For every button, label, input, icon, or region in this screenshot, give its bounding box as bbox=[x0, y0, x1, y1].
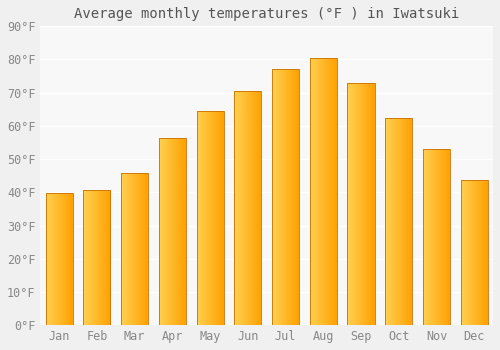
Bar bbox=[310, 58, 337, 325]
Title: Average monthly temperatures (°F ) in Iwatsuki: Average monthly temperatures (°F ) in Iw… bbox=[74, 7, 460, 21]
Bar bbox=[460, 180, 488, 325]
Bar bbox=[348, 83, 374, 325]
Bar bbox=[234, 91, 262, 325]
Bar bbox=[423, 149, 450, 325]
Bar bbox=[121, 173, 148, 325]
Bar bbox=[385, 118, 412, 325]
Bar bbox=[84, 190, 110, 325]
Bar bbox=[159, 138, 186, 325]
Bar bbox=[196, 111, 224, 325]
Bar bbox=[46, 193, 73, 325]
Bar bbox=[272, 69, 299, 325]
